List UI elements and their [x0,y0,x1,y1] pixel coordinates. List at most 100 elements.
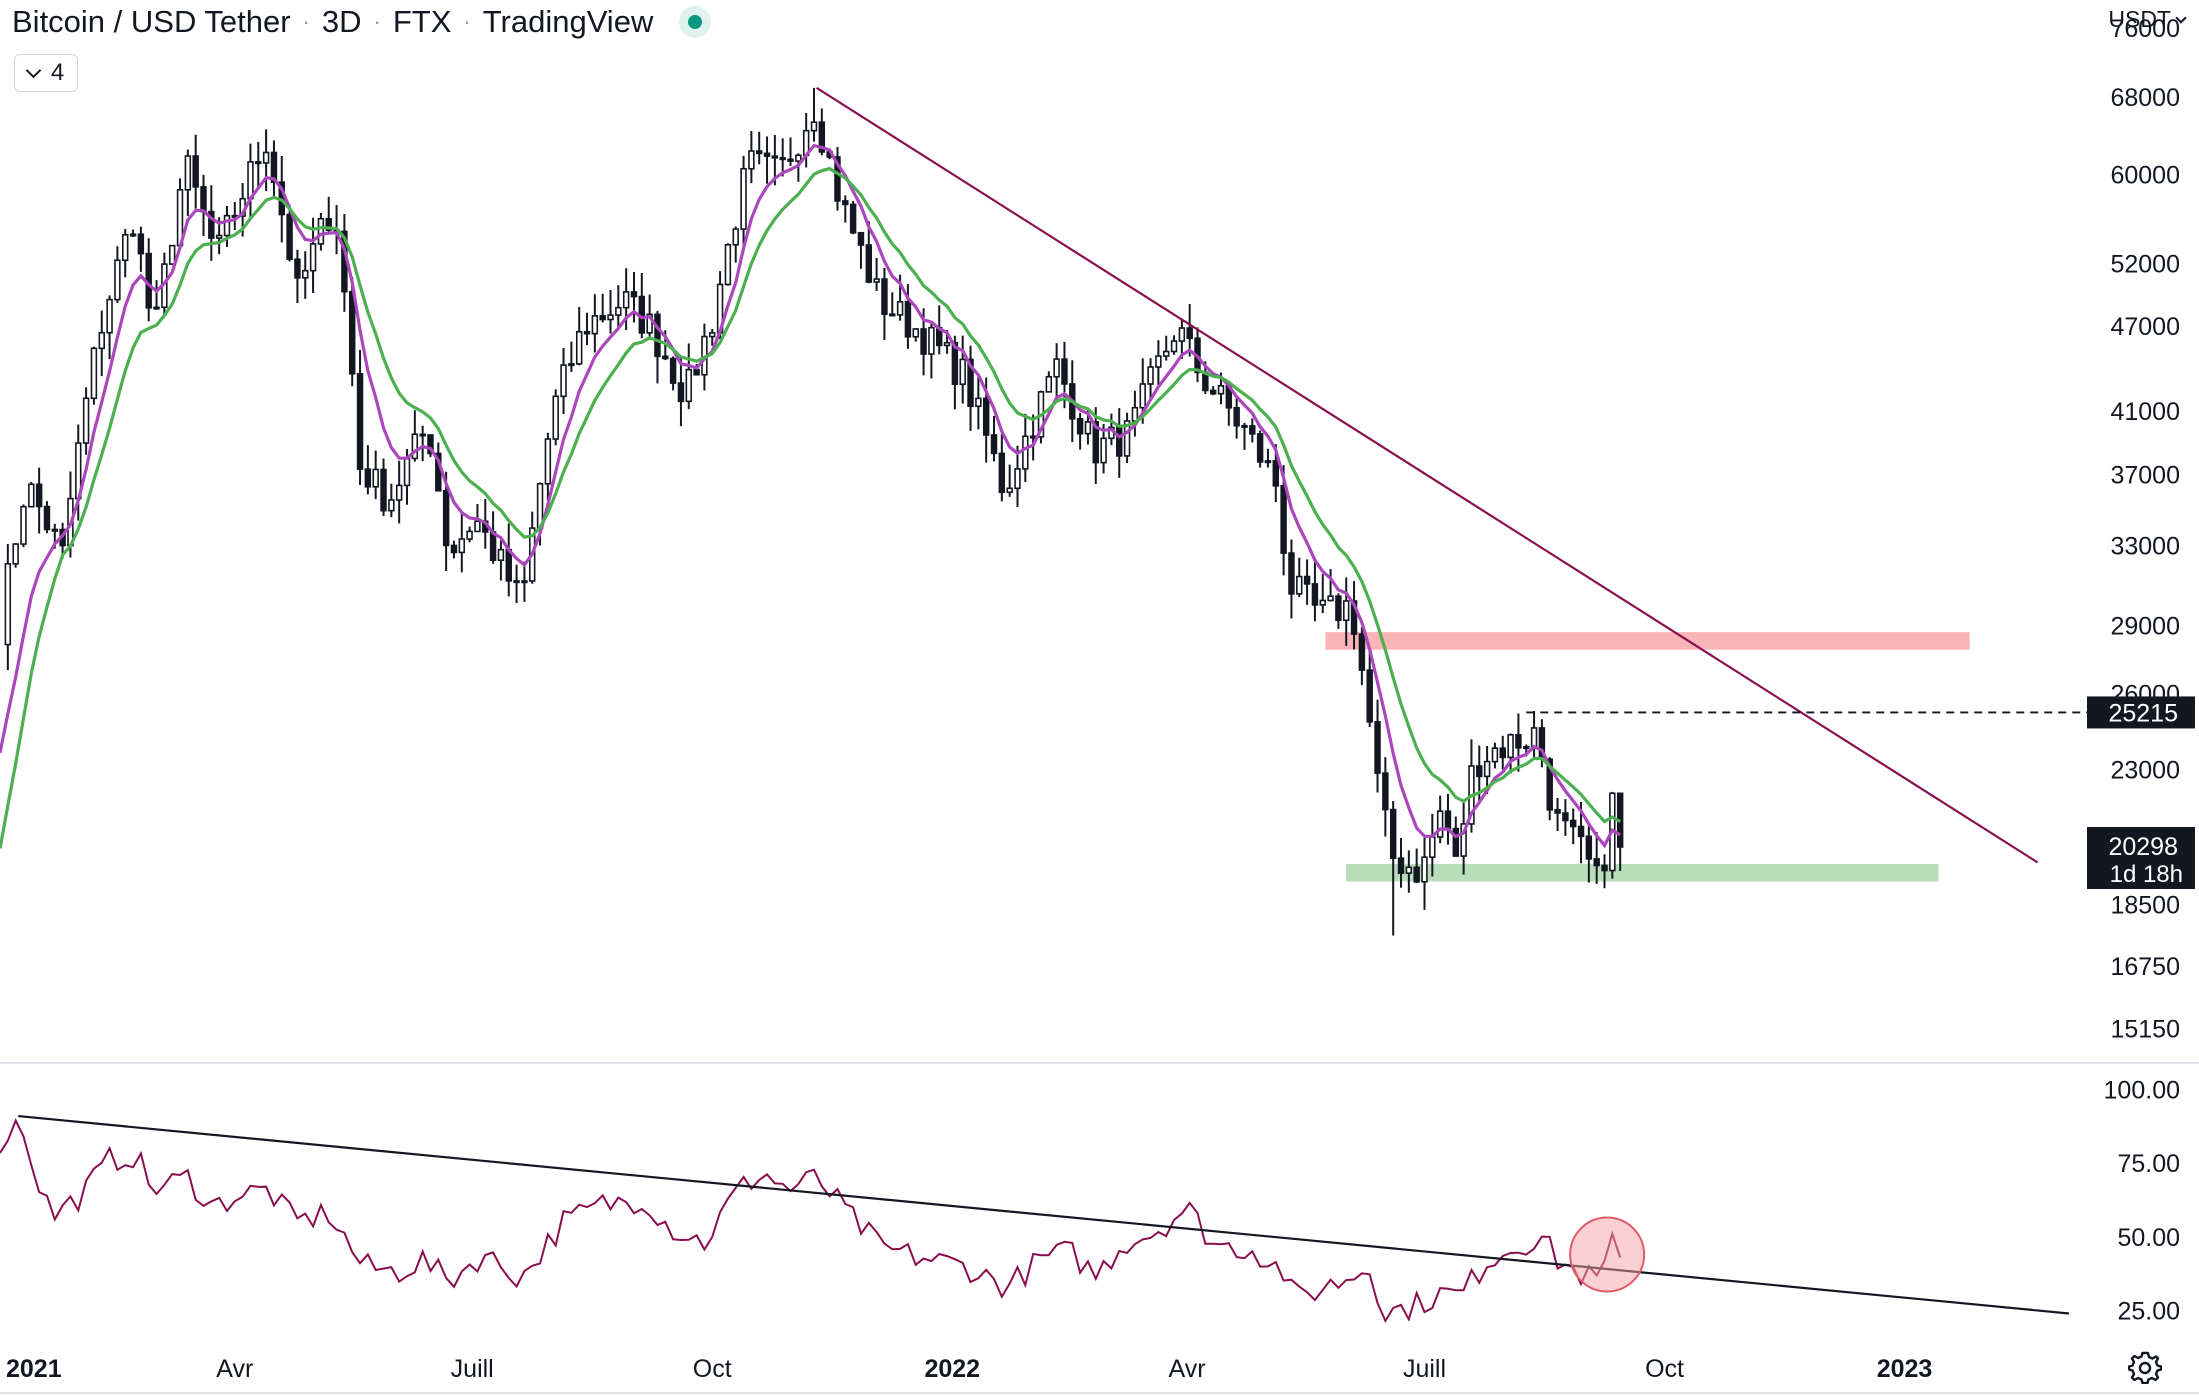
rsi-trendline[interactable] [18,1114,2070,1315]
candle-body [1413,866,1420,883]
candle-body [873,278,880,283]
candle [1006,464,1013,497]
candle [1616,792,1624,871]
candle [740,155,747,253]
price-tick-label: 33000 [2110,533,2180,561]
candle [1382,757,1389,837]
support-zone[interactable] [1346,863,1939,882]
candle [1092,407,1099,484]
candle [184,149,192,217]
candle [497,540,505,581]
candle [638,273,646,339]
candle [575,306,583,366]
candle [1335,593,1342,629]
resistance-trendline[interactable] [816,86,2039,864]
candle-body [1296,575,1303,595]
candle-body [740,167,747,230]
candle-body [896,300,904,316]
candle-body [442,489,450,547]
candle-body [380,468,387,512]
ema-layer [0,143,1622,849]
candle [356,349,364,486]
candle-body [1327,595,1334,602]
candle-body [1366,669,1373,723]
candle-body [1045,375,1053,393]
price-tick-label: 37000 [2110,462,2180,490]
time-tick-label: Avr [216,1355,253,1383]
last-price-badge[interactable] [2087,827,2195,890]
candle [395,460,403,524]
exchange-label: FTX [392,4,452,39]
candle-body [693,368,700,376]
ema-fast-line [0,143,1622,849]
gear-icon[interactable] [2128,1350,2162,1384]
candle-body [795,154,802,162]
candle [1554,797,1561,832]
candle [286,204,293,262]
time-tick-label: Avr [1169,1355,1206,1383]
candle [1131,390,1139,437]
symbol-title[interactable]: Bitcoin / USD Tether [12,4,291,39]
rsi-highlight-circle[interactable] [1569,1216,1646,1293]
chevron-down-icon [25,62,42,78]
candle [137,226,145,272]
candle [20,504,27,548]
candles-layer [4,87,1624,936]
candle-body [1092,421,1099,464]
candle [231,201,239,231]
currency-selector[interactable]: USDT [2108,6,2187,33]
candle [849,200,857,235]
candle [990,415,998,462]
candle-body [35,483,43,508]
candle [669,356,677,391]
candle-body [474,520,481,533]
candle-body [317,217,325,245]
candle [607,289,614,334]
price-tick-label: 52000 [2110,250,2180,278]
candle [552,389,559,446]
indicators-collapse-button[interactable]: 4 [14,54,78,92]
candle [1593,832,1600,884]
candle [1147,358,1154,401]
candle [685,343,692,410]
candle [270,140,278,196]
candle [1296,557,1303,598]
candle-body [1444,810,1452,830]
currency-label: USDT [2108,6,2171,32]
candle [145,238,152,322]
price-axis[interactable]: 76000 68000 60000 52000 47000 41000 37000 33000… [2087,15,2195,1326]
interval-label[interactable]: 3D [321,4,362,39]
candle [4,543,12,671]
candle [442,471,450,572]
candle-body [1084,421,1092,435]
source-label: TradingView [482,4,654,39]
candle-body [458,538,466,554]
candle [1585,823,1593,883]
candle-body [395,484,403,501]
candle-body [889,313,896,317]
resistance-zone[interactable] [1325,632,1970,650]
candle-body [1241,424,1248,429]
market-status-icon[interactable] [679,6,712,38]
candle-body [90,347,98,400]
candle-body [28,483,35,508]
candle [200,174,207,236]
candle-body [1335,595,1342,622]
candle [1155,340,1162,386]
horizontal-level-badge[interactable] [2087,696,2195,729]
candle-body [450,544,458,554]
time-axis[interactable]: 2021 Avr Juill Oct 2022 Avr Juill Oct 2023 [6,1355,1932,1383]
time-tick-label: Oct [693,1355,732,1383]
candle-body [669,357,677,384]
candle-body [881,278,888,315]
candle-body [200,186,207,213]
candle-body [1577,825,1585,838]
candle [1460,800,1467,875]
candle [98,310,105,377]
candle-body [607,314,614,321]
candle [458,513,466,573]
candle-body [1311,583,1319,606]
candle [787,137,794,166]
candle-body [43,505,51,531]
